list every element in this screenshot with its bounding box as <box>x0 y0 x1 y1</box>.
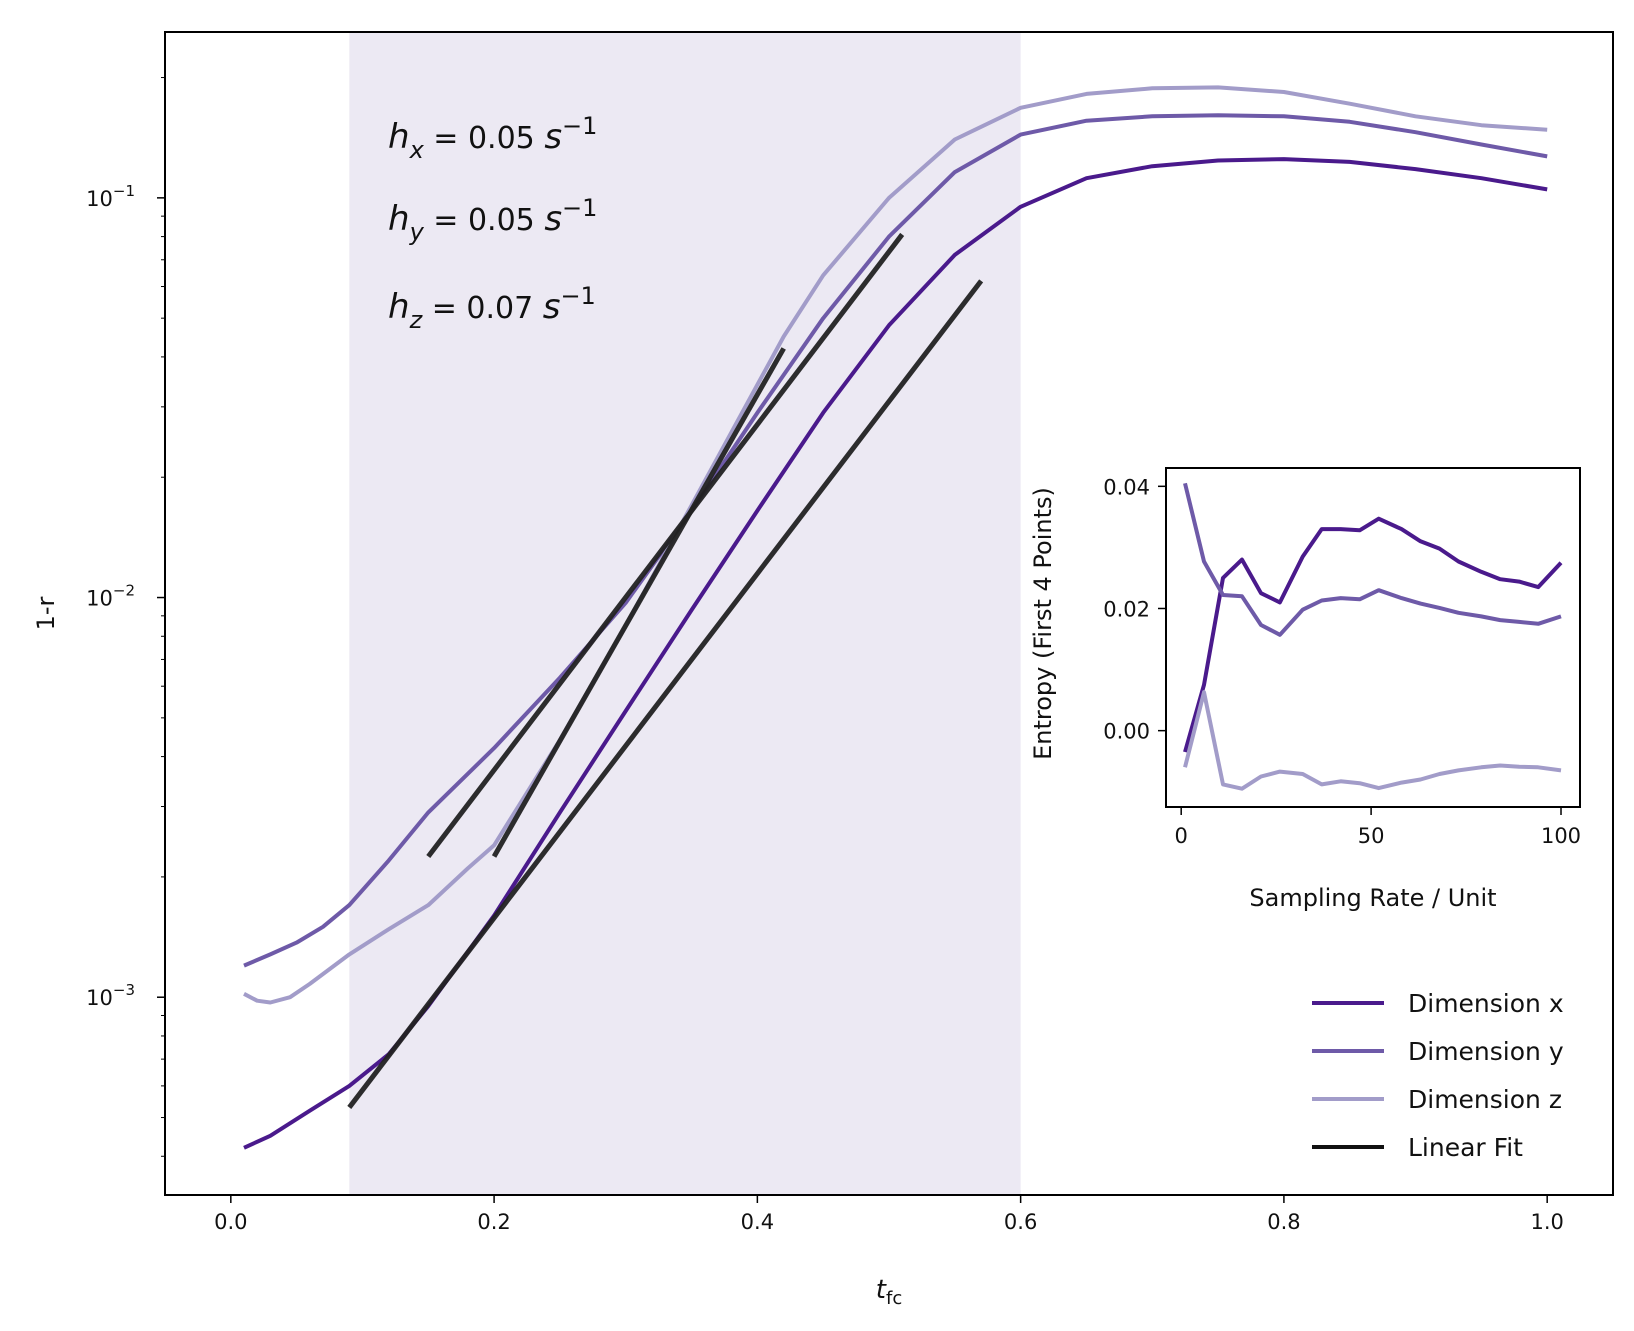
rate-annotation-z: hz = 0.07 s−1 <box>388 282 596 334</box>
inset-x-axis-title: Sampling Rate / Unit <box>1249 884 1496 912</box>
legend-label: Dimension y <box>1408 1037 1564 1066</box>
series-line-x <box>243 157 1548 1150</box>
inset-y-tick-label: 0.00 <box>1103 720 1150 744</box>
legend-label: Dimension x <box>1408 989 1564 1018</box>
series-line-z <box>243 85 1548 1005</box>
main-axes-frame <box>164 31 1614 1196</box>
inset-axes-frame <box>1165 467 1581 808</box>
y-tick-label: 10−3 <box>86 981 135 1010</box>
inset-series-line-z <box>1183 690 1562 791</box>
series-line-y <box>243 113 1548 968</box>
y-tick-label: 10−1 <box>86 182 135 211</box>
rate-annotation-y: hy = 0.05 s−1 <box>388 194 597 246</box>
x-tick-label: 0.2 <box>477 1210 510 1234</box>
x-tick-label: 0.6 <box>1004 1210 1037 1234</box>
y-tick-label: 10−2 <box>86 582 135 611</box>
main-plot: 0.0 0.2 0.4 0.6 0.8 1.0 10−3 10−2 10−1 tfc 1-r hx =… <box>32 31 1614 1309</box>
inset-x-tick-label: 100 <box>1541 824 1581 848</box>
inset-background <box>1166 468 1580 807</box>
x-tick-label: 0.0 <box>214 1210 247 1234</box>
inset-x-tick-label: 0 <box>1175 824 1188 848</box>
y-axis-title: 1-r <box>32 596 60 630</box>
x-axis-title: tfc <box>876 1275 902 1309</box>
fit-line-1 <box>347 279 984 1109</box>
x-tick-label: 0.4 <box>741 1210 774 1234</box>
fit-line-2 <box>426 232 905 858</box>
legend-label: Dimension z <box>1408 1085 1562 1114</box>
rate-annotation-x: hx = 0.05 s−1 <box>388 112 597 164</box>
legend-label: Linear Fit <box>1408 1133 1523 1162</box>
x-tick-label: 0.8 <box>1267 1210 1300 1234</box>
fit-line-3 <box>491 347 786 858</box>
x-tick-label: 1.0 <box>1530 1210 1563 1234</box>
shaded-region <box>349 32 1021 1195</box>
legend: Dimension x Dimension y Dimension z Linear … <box>1312 989 1564 1162</box>
inset-series-line-y <box>1183 482 1562 637</box>
inset-y-tick-label: 0.04 <box>1103 475 1150 499</box>
inset-x-tick-label: 50 <box>1358 824 1385 848</box>
inset-y-tick-label: 0.02 <box>1103 597 1150 621</box>
inset-y-axis-title: Entropy (First 4 Points) <box>1029 487 1057 760</box>
inset-series-line-x <box>1183 516 1563 753</box>
inset-plot: 0 50 100 0.00 0.02 0.04 Sampling Rate / Unit En… <box>1029 467 1581 912</box>
